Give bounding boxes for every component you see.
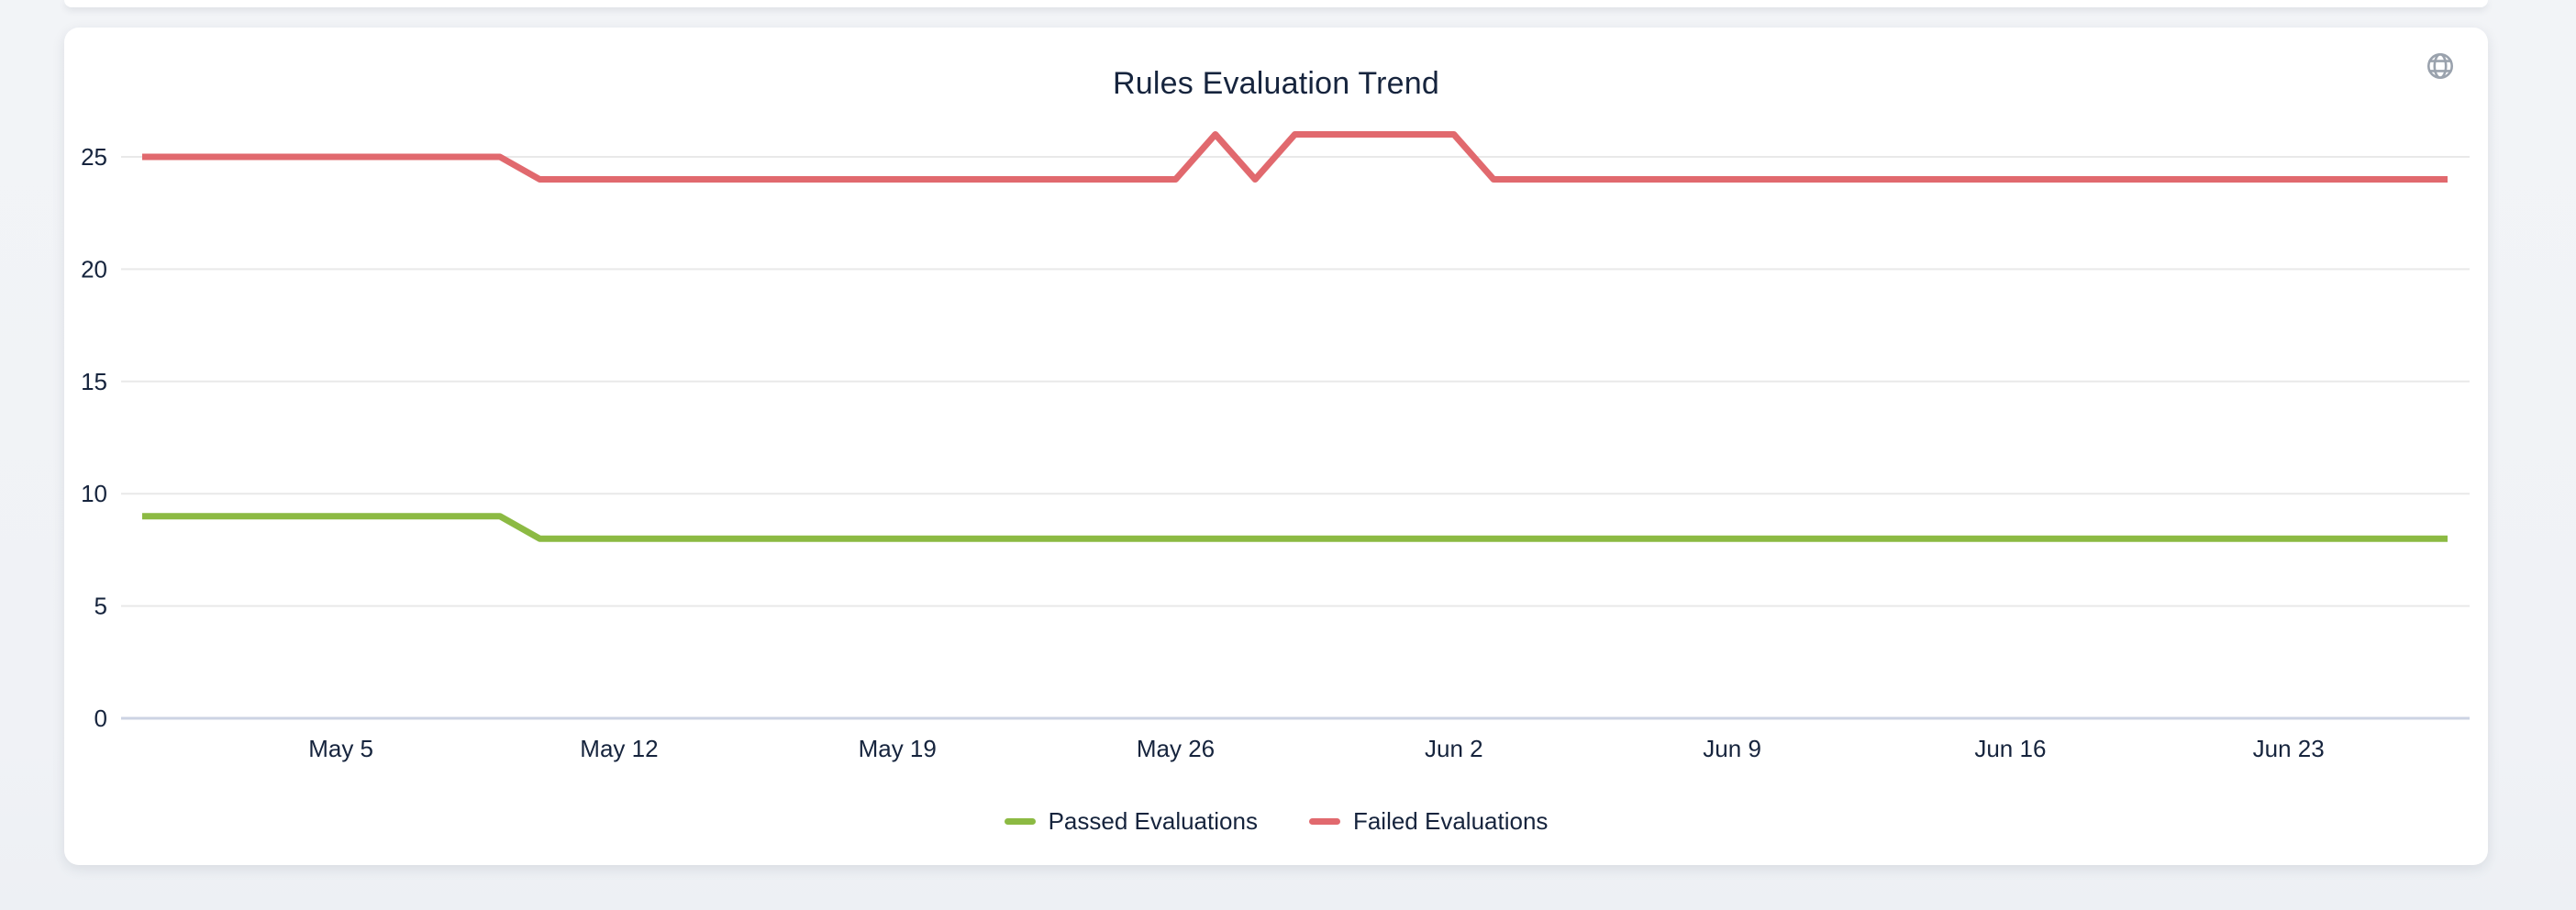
legend-item-passed[interactable]: Passed Evaluations (1004, 807, 1258, 836)
x-tick-label: Jun 16 (1974, 735, 2046, 762)
series-line-failed-evaluations (142, 131, 2448, 183)
chart-title: Rules Evaluation Trend (1113, 66, 1439, 101)
legend-swatch-passed (1004, 818, 1036, 825)
previous-card-bottom-edge (64, 0, 2488, 7)
x-tick-label: May 5 (308, 735, 373, 762)
x-tick-label: Jun 2 (1425, 735, 1483, 762)
x-tick-label: May 19 (859, 735, 937, 762)
series-line-passed-evaluations (142, 513, 2448, 542)
globe-button[interactable] (2422, 48, 2459, 84)
x-tick-label: Jun 23 (2253, 735, 2325, 762)
legend-label-passed: Passed Evaluations (1048, 807, 1258, 835)
y-tick-label: 15 (81, 368, 107, 395)
x-tick-label: May 26 (1137, 735, 1215, 762)
globe-icon (2426, 51, 2455, 81)
legend-swatch-failed (1308, 818, 1340, 825)
y-tick-label: 10 (81, 480, 107, 507)
chart-legend: Passed Evaluations Failed Evaluations (64, 807, 2488, 836)
legend-item-failed[interactable]: Failed Evaluations (1308, 807, 1549, 836)
x-tick-label: Jun 9 (1703, 735, 1761, 762)
trend-chart: 0 5 10 15 20 25 May 5 May 12 May 19 May 26 Jun 2 Ju… (81, 131, 2470, 762)
x-tick-label: May 12 (580, 735, 658, 762)
y-tick-label: 5 (94, 593, 107, 620)
rules-evaluation-trend-card: Rules Evaluation Trend 0 5 10 15 20 25 May 5 Ma… (64, 28, 2488, 865)
y-tick-label: 20 (81, 255, 107, 283)
y-tick-label: 25 (81, 143, 107, 171)
legend-label-failed: Failed Evaluations (1352, 807, 1549, 835)
y-tick-label: 0 (94, 705, 107, 732)
